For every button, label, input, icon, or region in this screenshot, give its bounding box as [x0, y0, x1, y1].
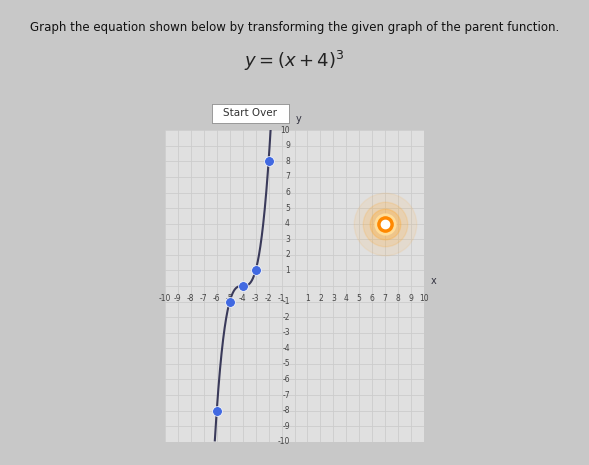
Text: 3: 3 — [331, 294, 336, 303]
Text: -5: -5 — [226, 294, 233, 303]
Text: 10: 10 — [419, 294, 429, 303]
Text: -6: -6 — [213, 294, 220, 303]
Text: 3: 3 — [285, 235, 290, 244]
Text: 9: 9 — [409, 294, 413, 303]
Text: 5: 5 — [285, 204, 290, 213]
Text: 2: 2 — [318, 294, 323, 303]
Text: -7: -7 — [282, 391, 290, 399]
Text: -1: -1 — [283, 297, 290, 306]
Text: 8: 8 — [396, 294, 401, 303]
Text: 1: 1 — [285, 266, 290, 275]
Text: 7: 7 — [383, 294, 388, 303]
Text: -9: -9 — [282, 422, 290, 431]
Text: 7: 7 — [285, 173, 290, 181]
Text: -10: -10 — [158, 294, 171, 303]
Text: 6: 6 — [285, 188, 290, 197]
Text: 10: 10 — [280, 126, 290, 135]
Text: Graph the equation shown below by transforming the given graph of the parent fun: Graph the equation shown below by transf… — [30, 21, 559, 34]
Text: -9: -9 — [174, 294, 181, 303]
Text: 5: 5 — [357, 294, 362, 303]
Text: 1: 1 — [305, 294, 310, 303]
Text: -4: -4 — [282, 344, 290, 353]
Text: x: x — [431, 276, 436, 286]
Text: -7: -7 — [200, 294, 207, 303]
Text: -8: -8 — [187, 294, 194, 303]
Text: -2: -2 — [265, 294, 272, 303]
Text: -3: -3 — [252, 294, 259, 303]
Text: 4: 4 — [344, 294, 349, 303]
Text: 2: 2 — [285, 250, 290, 259]
Text: $y = (x+4)^3$: $y = (x+4)^3$ — [244, 49, 345, 73]
Text: -4: -4 — [239, 294, 246, 303]
Text: -5: -5 — [282, 359, 290, 368]
Text: 4: 4 — [285, 219, 290, 228]
Text: 9: 9 — [285, 141, 290, 150]
Text: 6: 6 — [370, 294, 375, 303]
Text: Start Over: Start Over — [223, 108, 277, 119]
Text: -6: -6 — [282, 375, 290, 384]
Text: 8: 8 — [285, 157, 290, 166]
Text: -2: -2 — [283, 312, 290, 322]
Text: -8: -8 — [283, 406, 290, 415]
Text: -3: -3 — [282, 328, 290, 337]
Text: y: y — [296, 114, 301, 124]
Text: -10: -10 — [277, 437, 290, 446]
Text: -1: -1 — [278, 294, 285, 303]
